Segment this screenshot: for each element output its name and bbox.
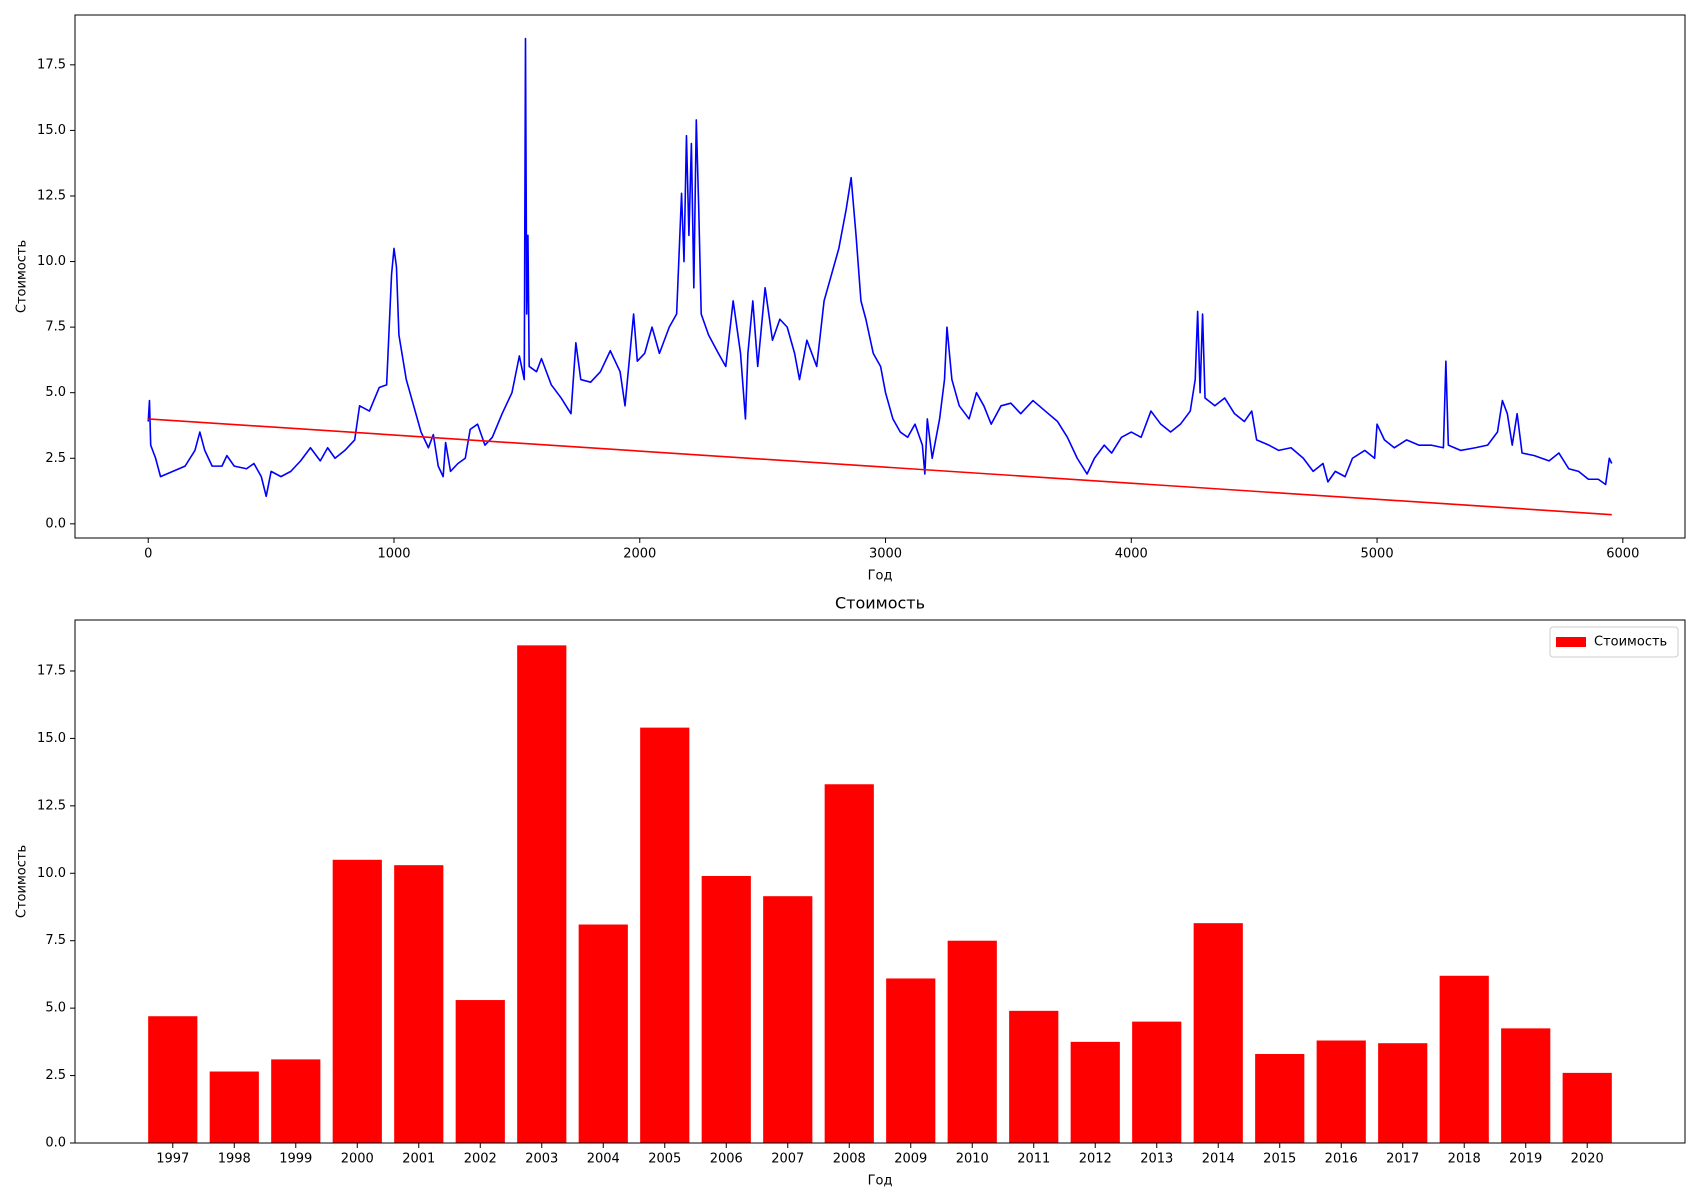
x-tick-label: 2006 [710, 1152, 743, 1167]
bar [394, 865, 444, 1143]
bar [1132, 1021, 1182, 1143]
x-tick-label: 2020 [1571, 1152, 1604, 1167]
y-tick-label: 17.5 [37, 663, 66, 678]
bar [1501, 1028, 1551, 1143]
x-tick-label: 2016 [1325, 1152, 1358, 1167]
x-axis-label: Год [868, 569, 893, 584]
x-tick-label: 4000 [1115, 547, 1148, 562]
x-tick-label: 2003 [525, 1152, 558, 1167]
x-tick-label: 1000 [377, 547, 410, 562]
bar [148, 1016, 198, 1143]
x-tick-label: 0 [144, 547, 152, 562]
x-tick-label: 2007 [771, 1152, 804, 1167]
legend-label: Стоимость [1594, 635, 1667, 650]
bar [332, 859, 382, 1143]
legend-box [1549, 626, 1679, 658]
y-axis-label: Стоимость [15, 845, 30, 918]
x-tick-label: 2011 [1017, 1152, 1050, 1167]
y-tick-label: 17.5 [37, 57, 66, 72]
y-tick-label: 10.0 [37, 254, 66, 269]
x-tick-label: 2000 [341, 1152, 374, 1167]
x-tick-label: 1998 [218, 1152, 251, 1167]
bar [1316, 1040, 1366, 1143]
y-tick-label: 0.0 [45, 516, 66, 531]
y-tick-label: 5.0 [45, 1001, 66, 1016]
bar [1070, 1041, 1120, 1143]
x-tick-label: 2015 [1263, 1152, 1296, 1167]
plot-frame [74, 619, 1686, 1144]
bar [455, 1000, 505, 1143]
chart-title: Стоимость [835, 594, 925, 613]
x-tick-label: 2004 [587, 1152, 620, 1167]
line-series [147, 37, 1613, 498]
y-tick-label: 7.5 [45, 320, 66, 335]
y-tick-label: 0.0 [45, 1136, 66, 1151]
y-axis-label: Стоимость [15, 240, 30, 313]
bar [640, 727, 690, 1143]
bar [1009, 1010, 1059, 1143]
bar [517, 645, 567, 1143]
x-tick-label: 5000 [1361, 547, 1394, 562]
y-tick-label: 5.0 [45, 385, 66, 400]
bar [1193, 923, 1243, 1143]
bar [1255, 1053, 1305, 1143]
bar [886, 978, 936, 1143]
y-tick-label: 10.0 [37, 866, 66, 881]
x-tick-label: 6000 [1606, 547, 1639, 562]
x-tick-label: 2001 [402, 1152, 435, 1167]
bar [1562, 1072, 1612, 1143]
bar [1378, 1043, 1428, 1143]
y-tick-label: 2.5 [45, 1068, 66, 1083]
y-tick-label: 2.5 [45, 451, 66, 466]
x-tick-label: 2009 [894, 1152, 927, 1167]
y-tick-label: 15.0 [37, 731, 66, 746]
x-tick-label: 2017 [1386, 1152, 1419, 1167]
x-axis-label: Год [868, 1174, 893, 1189]
x-tick-label: 2012 [1079, 1152, 1112, 1167]
y-tick-label: 7.5 [45, 933, 66, 948]
x-tick-label: 2014 [1202, 1152, 1235, 1167]
x-tick-label: 2010 [956, 1152, 989, 1167]
y-tick-label: 12.5 [37, 798, 66, 813]
bar [578, 924, 628, 1143]
x-tick-label: 2019 [1509, 1152, 1542, 1167]
x-tick-label: 2008 [833, 1152, 866, 1167]
bar [271, 1059, 321, 1143]
x-tick-label: 2000 [623, 547, 656, 562]
bar [1439, 975, 1489, 1143]
bar [947, 940, 997, 1143]
x-tick-label: 2005 [648, 1152, 681, 1167]
y-tick-label: 15.0 [37, 123, 66, 138]
x-tick-label: 1997 [156, 1152, 189, 1167]
bar [209, 1071, 259, 1143]
bar [824, 784, 874, 1143]
bar [701, 875, 751, 1143]
x-tick-label: 3000 [869, 547, 902, 562]
plot-frame [74, 14, 1686, 539]
x-tick-label: 2013 [1140, 1152, 1173, 1167]
legend-swatch [1556, 637, 1586, 647]
x-tick-label: 1999 [279, 1152, 312, 1167]
bar [763, 896, 813, 1143]
x-tick-label: 2018 [1448, 1152, 1481, 1167]
line-series [148, 418, 1612, 516]
x-tick-label: 2002 [464, 1152, 497, 1167]
y-tick-label: 12.5 [37, 188, 66, 203]
